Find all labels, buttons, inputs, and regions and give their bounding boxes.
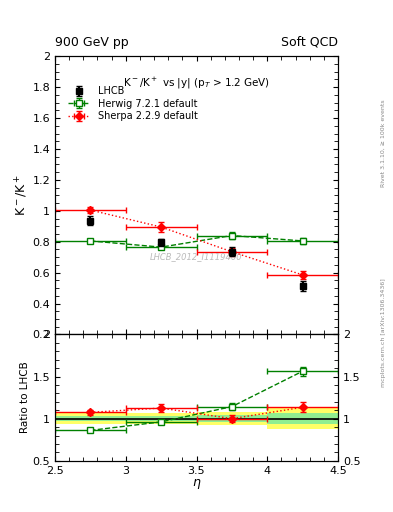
Legend: LHCB, Herwig 7.2.1 default, Sherpa 2.2.9 default: LHCB, Herwig 7.2.1 default, Sherpa 2.2.9… xyxy=(64,82,201,125)
Text: K$^-$/K$^+$ vs |y| (p$_T$ > 1.2 GeV): K$^-$/K$^+$ vs |y| (p$_T$ > 1.2 GeV) xyxy=(123,76,270,91)
Text: Rivet 3.1.10, ≥ 100k events: Rivet 3.1.10, ≥ 100k events xyxy=(381,99,386,187)
Text: LHCB_2012_I1119400: LHCB_2012_I1119400 xyxy=(150,252,243,261)
Y-axis label: K$^-$/K$^+$: K$^-$/K$^+$ xyxy=(13,175,29,217)
Text: Soft QCD: Soft QCD xyxy=(281,36,338,49)
X-axis label: $\eta$: $\eta$ xyxy=(192,477,201,491)
Text: mcplots.cern.ch [arXiv:1306.3436]: mcplots.cern.ch [arXiv:1306.3436] xyxy=(381,279,386,387)
Text: 900 GeV pp: 900 GeV pp xyxy=(55,36,129,49)
Y-axis label: Ratio to LHCB: Ratio to LHCB xyxy=(20,361,30,434)
